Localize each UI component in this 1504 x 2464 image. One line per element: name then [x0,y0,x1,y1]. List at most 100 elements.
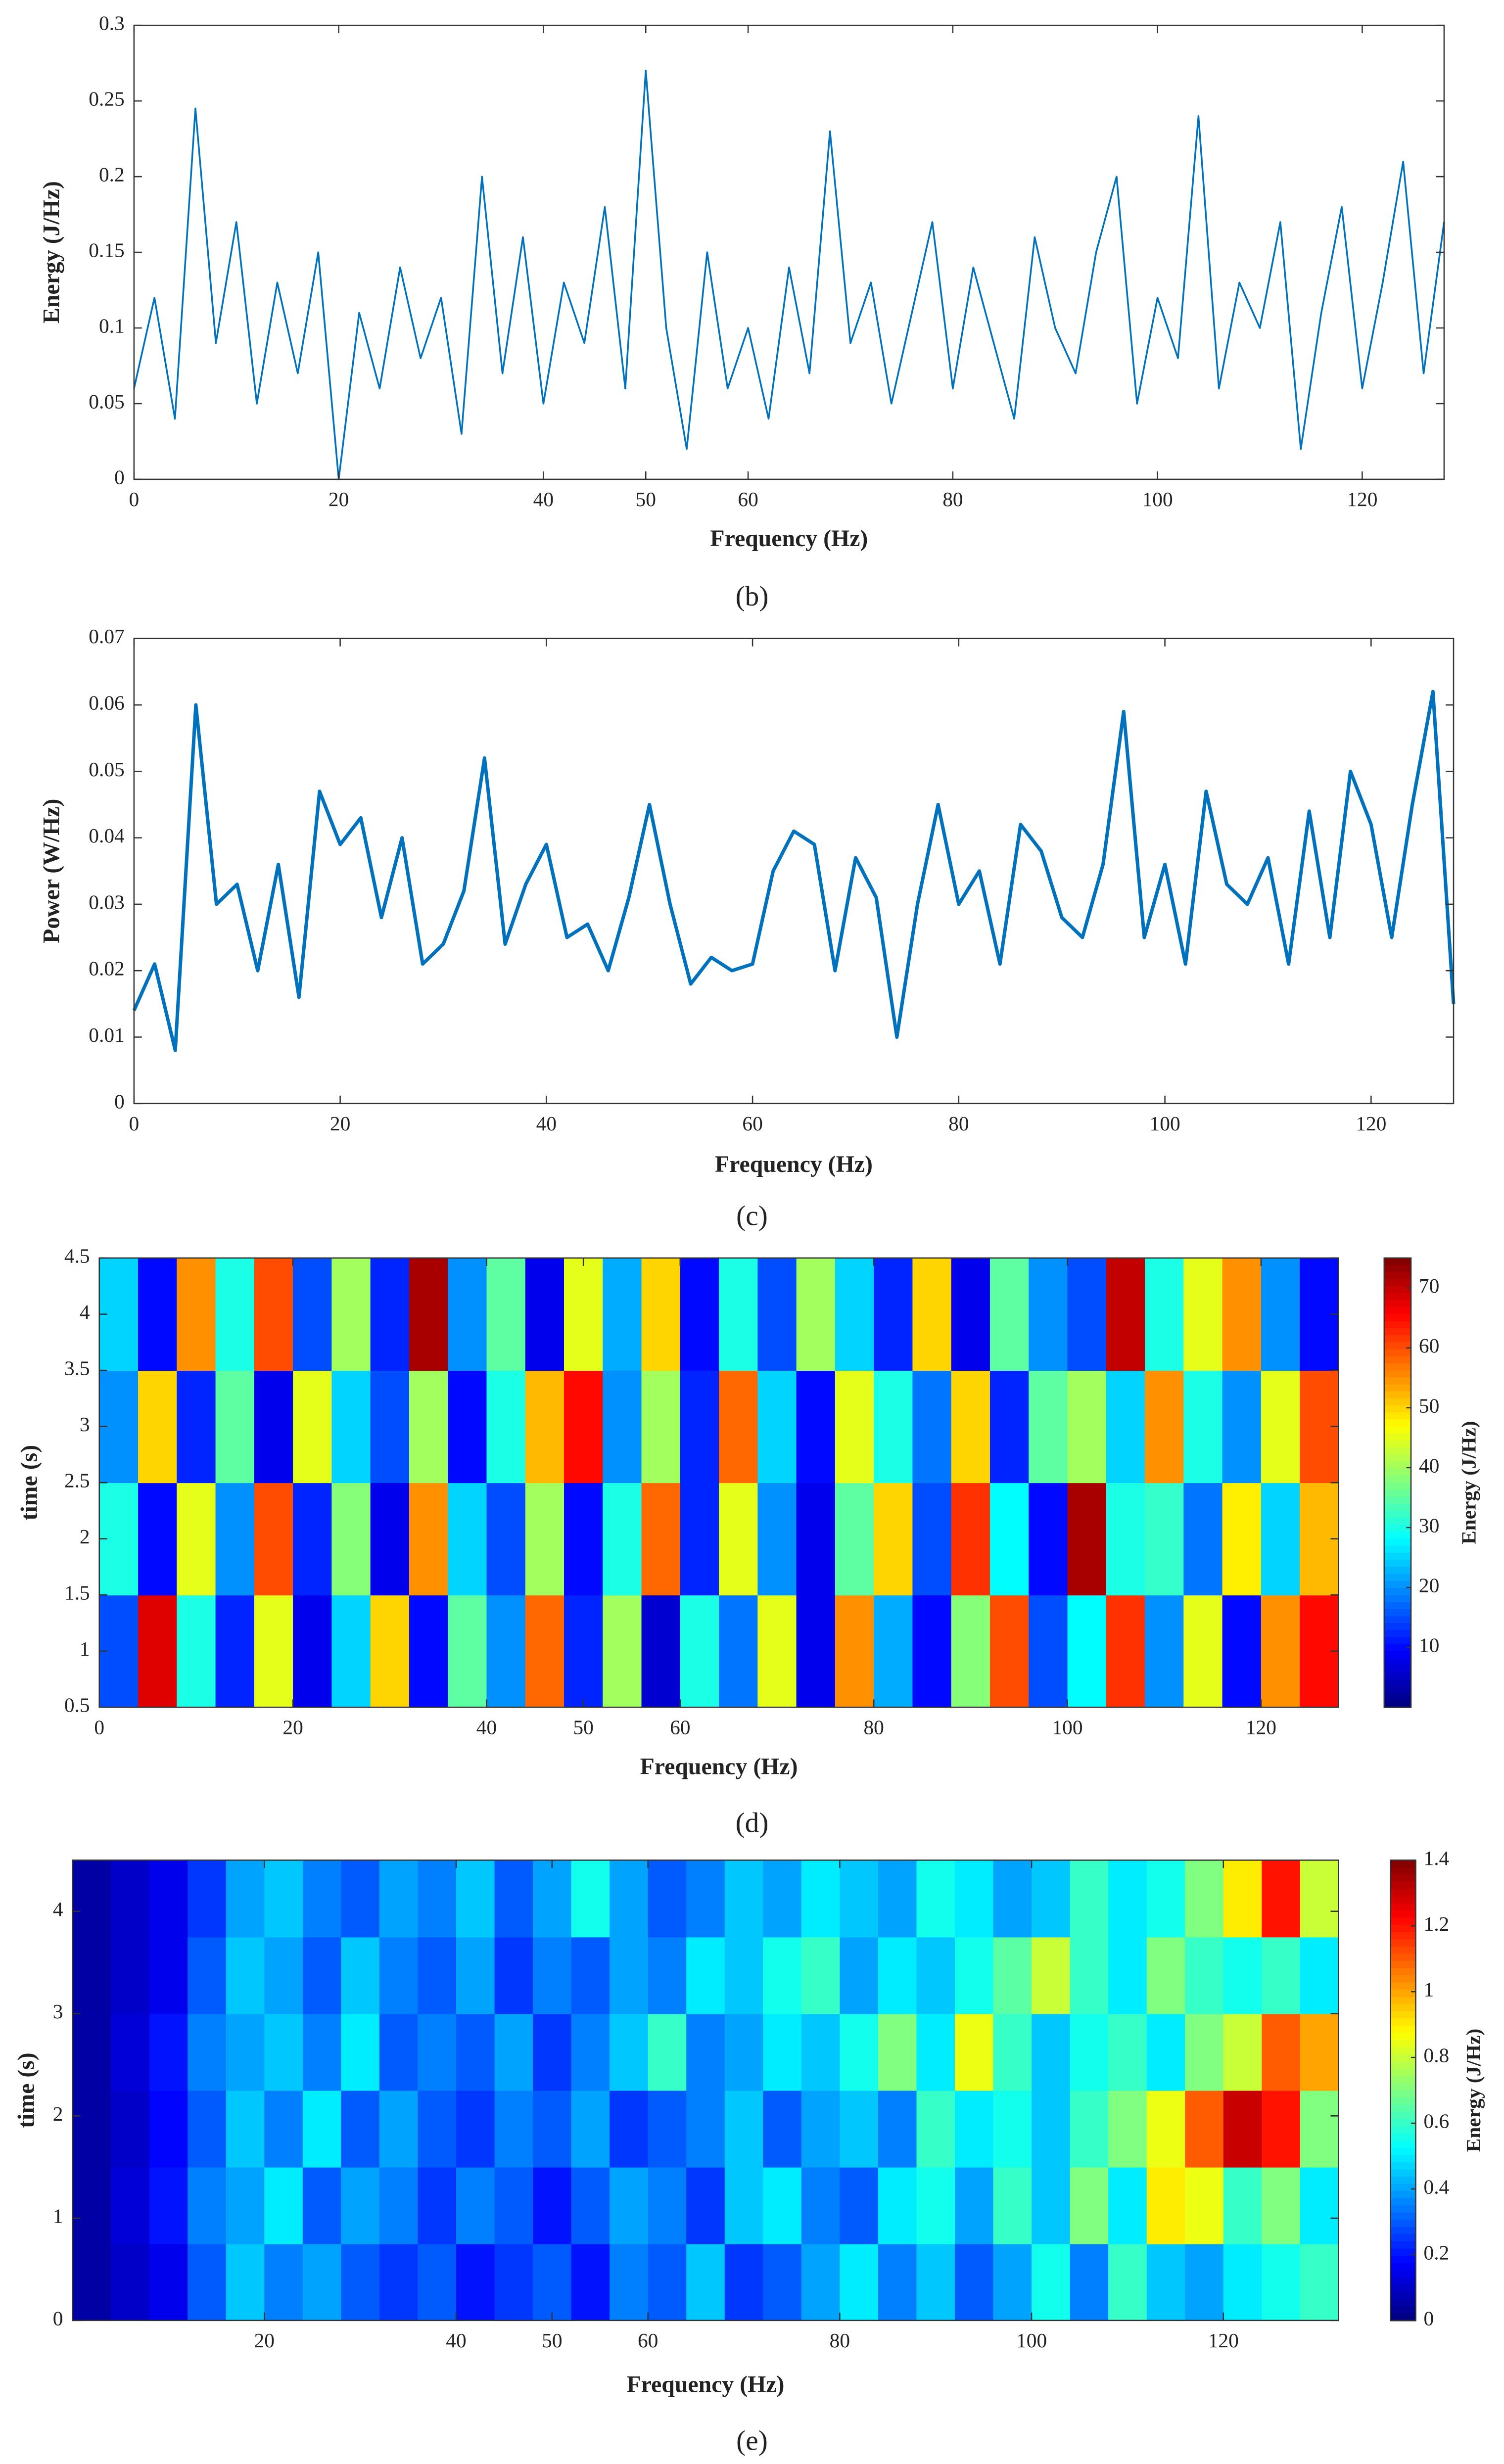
colorbar-segment [1384,1644,1411,1652]
heat-cell [188,1860,227,1938]
x-tick-label: 20 [282,1716,303,1738]
panel-caption: (d) [736,1807,769,1838]
heat-cell [448,1595,487,1708]
colorbar-segment [1384,1623,1411,1631]
heat-cell [878,2243,917,2321]
colorbar-segment [1384,1398,1411,1406]
heat-cell [603,1258,642,1371]
heat-cell [801,1937,841,2014]
colorbar-segment [1384,1433,1411,1441]
heat-cell [796,1370,836,1484]
colorbar-segment [1390,1946,1416,1954]
heat-cell [533,2090,572,2168]
y-tick-label: 4 [80,1301,90,1323]
colorbar-segment [1390,2155,1416,2163]
heat-cell [72,2167,112,2244]
heat-cell [1300,1937,1339,2014]
colorbar-segment [1384,1545,1411,1554]
heat-cell [719,1370,758,1484]
heat-cell [370,1370,410,1484]
heat-cell [1223,2013,1263,2091]
heat-cell [1222,1595,1262,1708]
heat-cell [254,1258,294,1371]
heat-cell [610,2090,649,2168]
heat-cell [648,1937,687,2014]
colorbar-segment [1390,2112,1416,2120]
y-tick-label: 0.02 [89,957,124,980]
y-tick-label: 0.05 [89,390,124,413]
colorbar-segment [1384,1525,1411,1533]
heat-cell [1183,1595,1223,1708]
heat-cell [835,1483,875,1596]
heat-cell [878,1937,917,2014]
heat-cell [1145,1370,1184,1484]
heat-cell [951,1258,990,1371]
panel-caption: (e) [736,2425,768,2457]
x-tick-label: 20 [330,1112,350,1135]
heat-cell [302,2167,342,2244]
heat-cell [1032,2167,1071,2244]
x-tick-label: 100 [1142,488,1173,511]
heat-cell [331,1258,371,1371]
heat-cell [993,2243,1033,2321]
heat-cell [1223,2243,1263,2321]
heat-cell [138,1258,178,1371]
colorbar-segment [1390,2205,1416,2214]
heat-cell [72,2243,112,2321]
heat-cell [1029,1258,1068,1371]
heat-cell [494,2243,534,2321]
heat-cell [149,2243,188,2321]
colorbar-segment [1390,2220,1416,2228]
y-tick-label: 3.5 [64,1357,90,1380]
heat-cell [641,1258,681,1371]
heat-cell [331,1483,371,1596]
y-tick-label: 0 [114,465,125,488]
heat-cell [409,1595,449,1708]
colorbar-tick-label: 0.6 [1423,2110,1449,2133]
colorbar-segment [1384,1342,1411,1350]
heat-cell [264,2167,303,2244]
heat-cell [686,2167,725,2244]
heat-cell [1300,2090,1339,2168]
heat-cell [724,2243,764,2321]
panel-caption: (b) [736,581,769,612]
panel: 0 20 40 60 80 100 120 0 0.01 0.02 0.03 0.04 0.05 0.06… [38,625,1456,1232]
colorbar-segment [1390,1881,1416,1890]
heat-cell [293,1258,332,1371]
colorbar-segment [1384,1567,1411,1575]
colorbar-segment [1390,2090,1416,2098]
panel: 0 20 40 50 60 80 100 120 0 0.05 0.1 0.15 0.2 0.25 0.3 F… [38,12,1445,612]
heat-cell [610,1937,649,2014]
heat-cell [302,2090,342,2168]
heat-cell [525,1370,564,1484]
heat-cell [302,1860,342,1938]
heat-cell [1262,2167,1301,2244]
heat-cell [564,1258,604,1371]
heat-cell [874,1370,913,1484]
heat-cell [111,1860,150,1938]
heat-cell [1146,2167,1186,2244]
colorbar-segment [1384,1637,1411,1645]
colorbar-segment [1390,1874,1416,1883]
heat-cell [686,2013,725,2091]
heat-cell [486,1595,526,1708]
heat-cell [801,2013,841,2091]
heat-cell [1029,1595,1068,1708]
heat-cell [138,1483,178,1596]
heat-cell [763,2090,802,2168]
colorbar-segment [1384,1483,1411,1490]
heat-cell [418,2013,457,2091]
heat-cell [379,2013,419,2091]
heat-cell [226,1937,265,2014]
y-tick-label: 0.06 [89,692,124,714]
heat-cell [680,1370,720,1484]
heat-cell [840,2167,879,2244]
colorbar-segment [1390,2184,1416,2192]
heat-cell [1032,1860,1071,1938]
colorbar-segment [1390,2061,1416,2070]
heat-cell [951,1483,990,1596]
heat-cell [486,1483,526,1596]
y-tick-label: 1 [53,2205,63,2228]
heat-cell [379,2167,419,2244]
heat-cell [1032,2090,1071,2168]
